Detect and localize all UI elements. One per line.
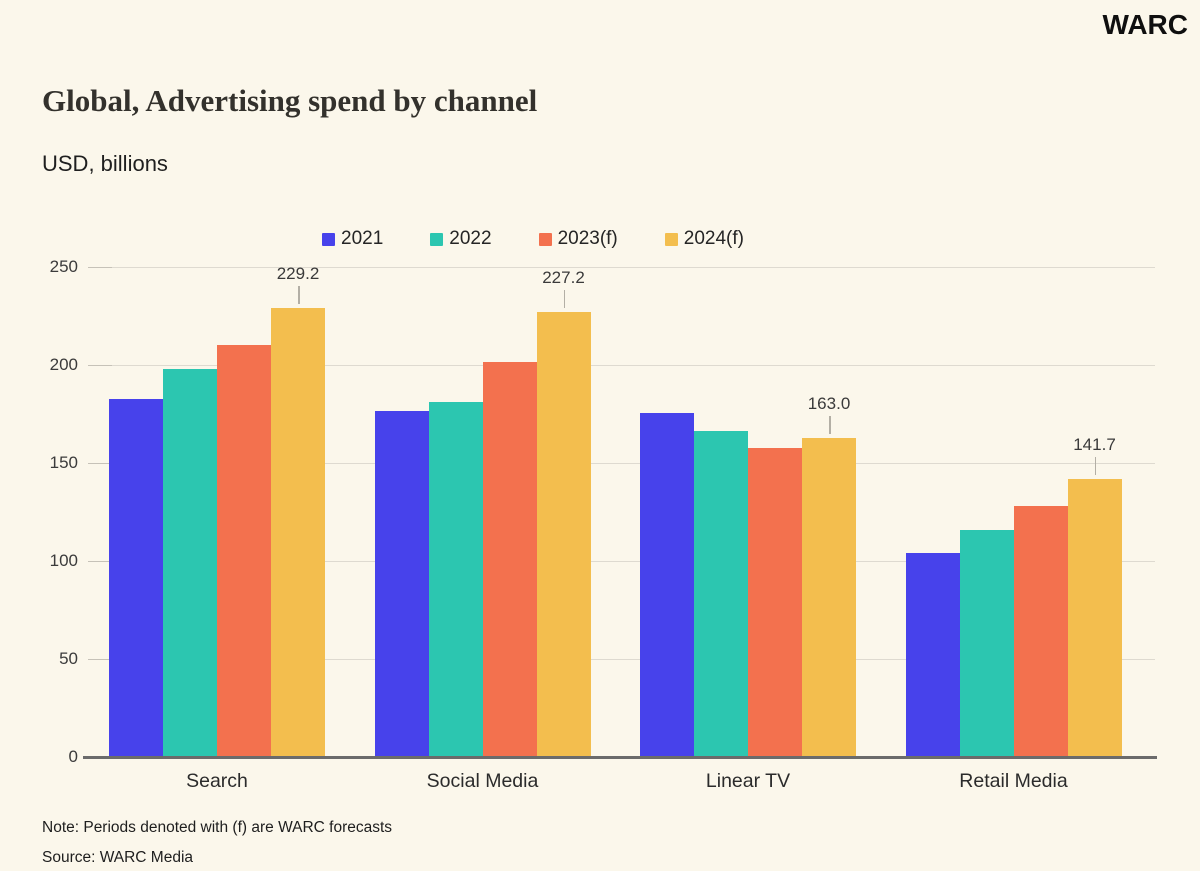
x-axis-line [83,756,1157,759]
y-tick-label-200: 200 [49,355,78,374]
data-label-connector-retail-media [1094,457,1096,476]
data-label-retail-media-2024f: 141.7 [1073,435,1116,455]
legend-label-2022: 2022 [449,228,492,249]
warc-logo: WARC [1102,9,1188,40]
bar-linear-tv-2022 [694,431,748,757]
bar-retail-media-2021 [905,553,960,757]
chart-note: Note: Periods denoted with (f) are WARC … [42,819,393,836]
legend-label-2023f: 2023(f) [557,228,618,249]
data-label-social-media-2024f: 227.2 [542,267,585,287]
legend-swatch-2022 [430,232,444,246]
legend-item-2023f: 2023(f) [538,228,618,250]
data-label-search-2024f: 229.2 [276,263,320,283]
legend-item-2022: 2022 [430,228,492,250]
gridline-200 [90,364,1155,366]
category-label-retail-media: Retail Media [959,770,1068,792]
bar-search-2021 [109,398,163,757]
bar-social-media-2023f [482,361,537,757]
bar-search-2022 [163,369,217,757]
bar-retail-media-2022 [959,529,1014,757]
category-label-search: Search [186,770,248,792]
y-tick-label-50: 50 [59,649,78,668]
bar-retail-media-2024f [1067,479,1122,757]
y-tick-label-100: 100 [49,551,78,570]
bar-social-media-2024f [536,311,591,757]
y-axis-tick-150 [88,462,112,464]
data-label-connector-linear-tv [829,415,831,434]
bar-social-media-2021 [374,410,429,757]
category-label-social-media: Social Media [426,770,539,792]
legend-item-2021: 2021 [322,228,383,250]
bar-search-2024f [271,307,325,757]
legend-swatch-2021 [322,232,335,246]
y-axis-tick-100 [88,560,112,562]
chart-units-label: USD, billions [42,151,168,176]
y-tick-label-0: 0 [68,747,78,766]
chart-title: Global, Advertising spend by channel [42,83,538,118]
y-axis-tick-50 [88,658,112,660]
chart-source: Source: WARC Media [42,849,194,866]
gridline-50 [90,658,1155,660]
chart-legend: 2021 2022 2023(f) 2024(f) [322,228,744,250]
data-label-linear-tv-2024f: 163.0 [807,393,851,413]
category-label-linear-tv: Linear TV [705,770,791,792]
y-axis-tick-200 [88,364,112,366]
bar-social-media-2022 [428,402,483,757]
legend-label-2024f: 2024(f) [683,228,744,249]
legend-swatch-2023f [538,232,552,246]
data-label-connector-social-media [563,289,565,308]
y-tick-label-250: 250 [49,257,78,276]
bar-linear-tv-2021 [640,413,694,757]
bar-linear-tv-2024f [802,437,856,757]
bar-search-2023f [217,344,271,757]
y-axis-tick-250 [88,266,112,268]
legend-label-2021: 2021 [341,228,384,249]
legend-item-2024f: 2024(f) [664,228,744,250]
bar-linear-tv-2023f [748,448,802,757]
bar-retail-media-2023f [1013,505,1068,757]
y-tick-label-150: 150 [49,453,78,472]
legend-swatch-2024f [664,232,678,246]
gridline-100 [90,560,1155,562]
gridline-150 [90,462,1155,464]
gridline-250 [90,266,1155,268]
data-label-connector-search [298,285,300,304]
